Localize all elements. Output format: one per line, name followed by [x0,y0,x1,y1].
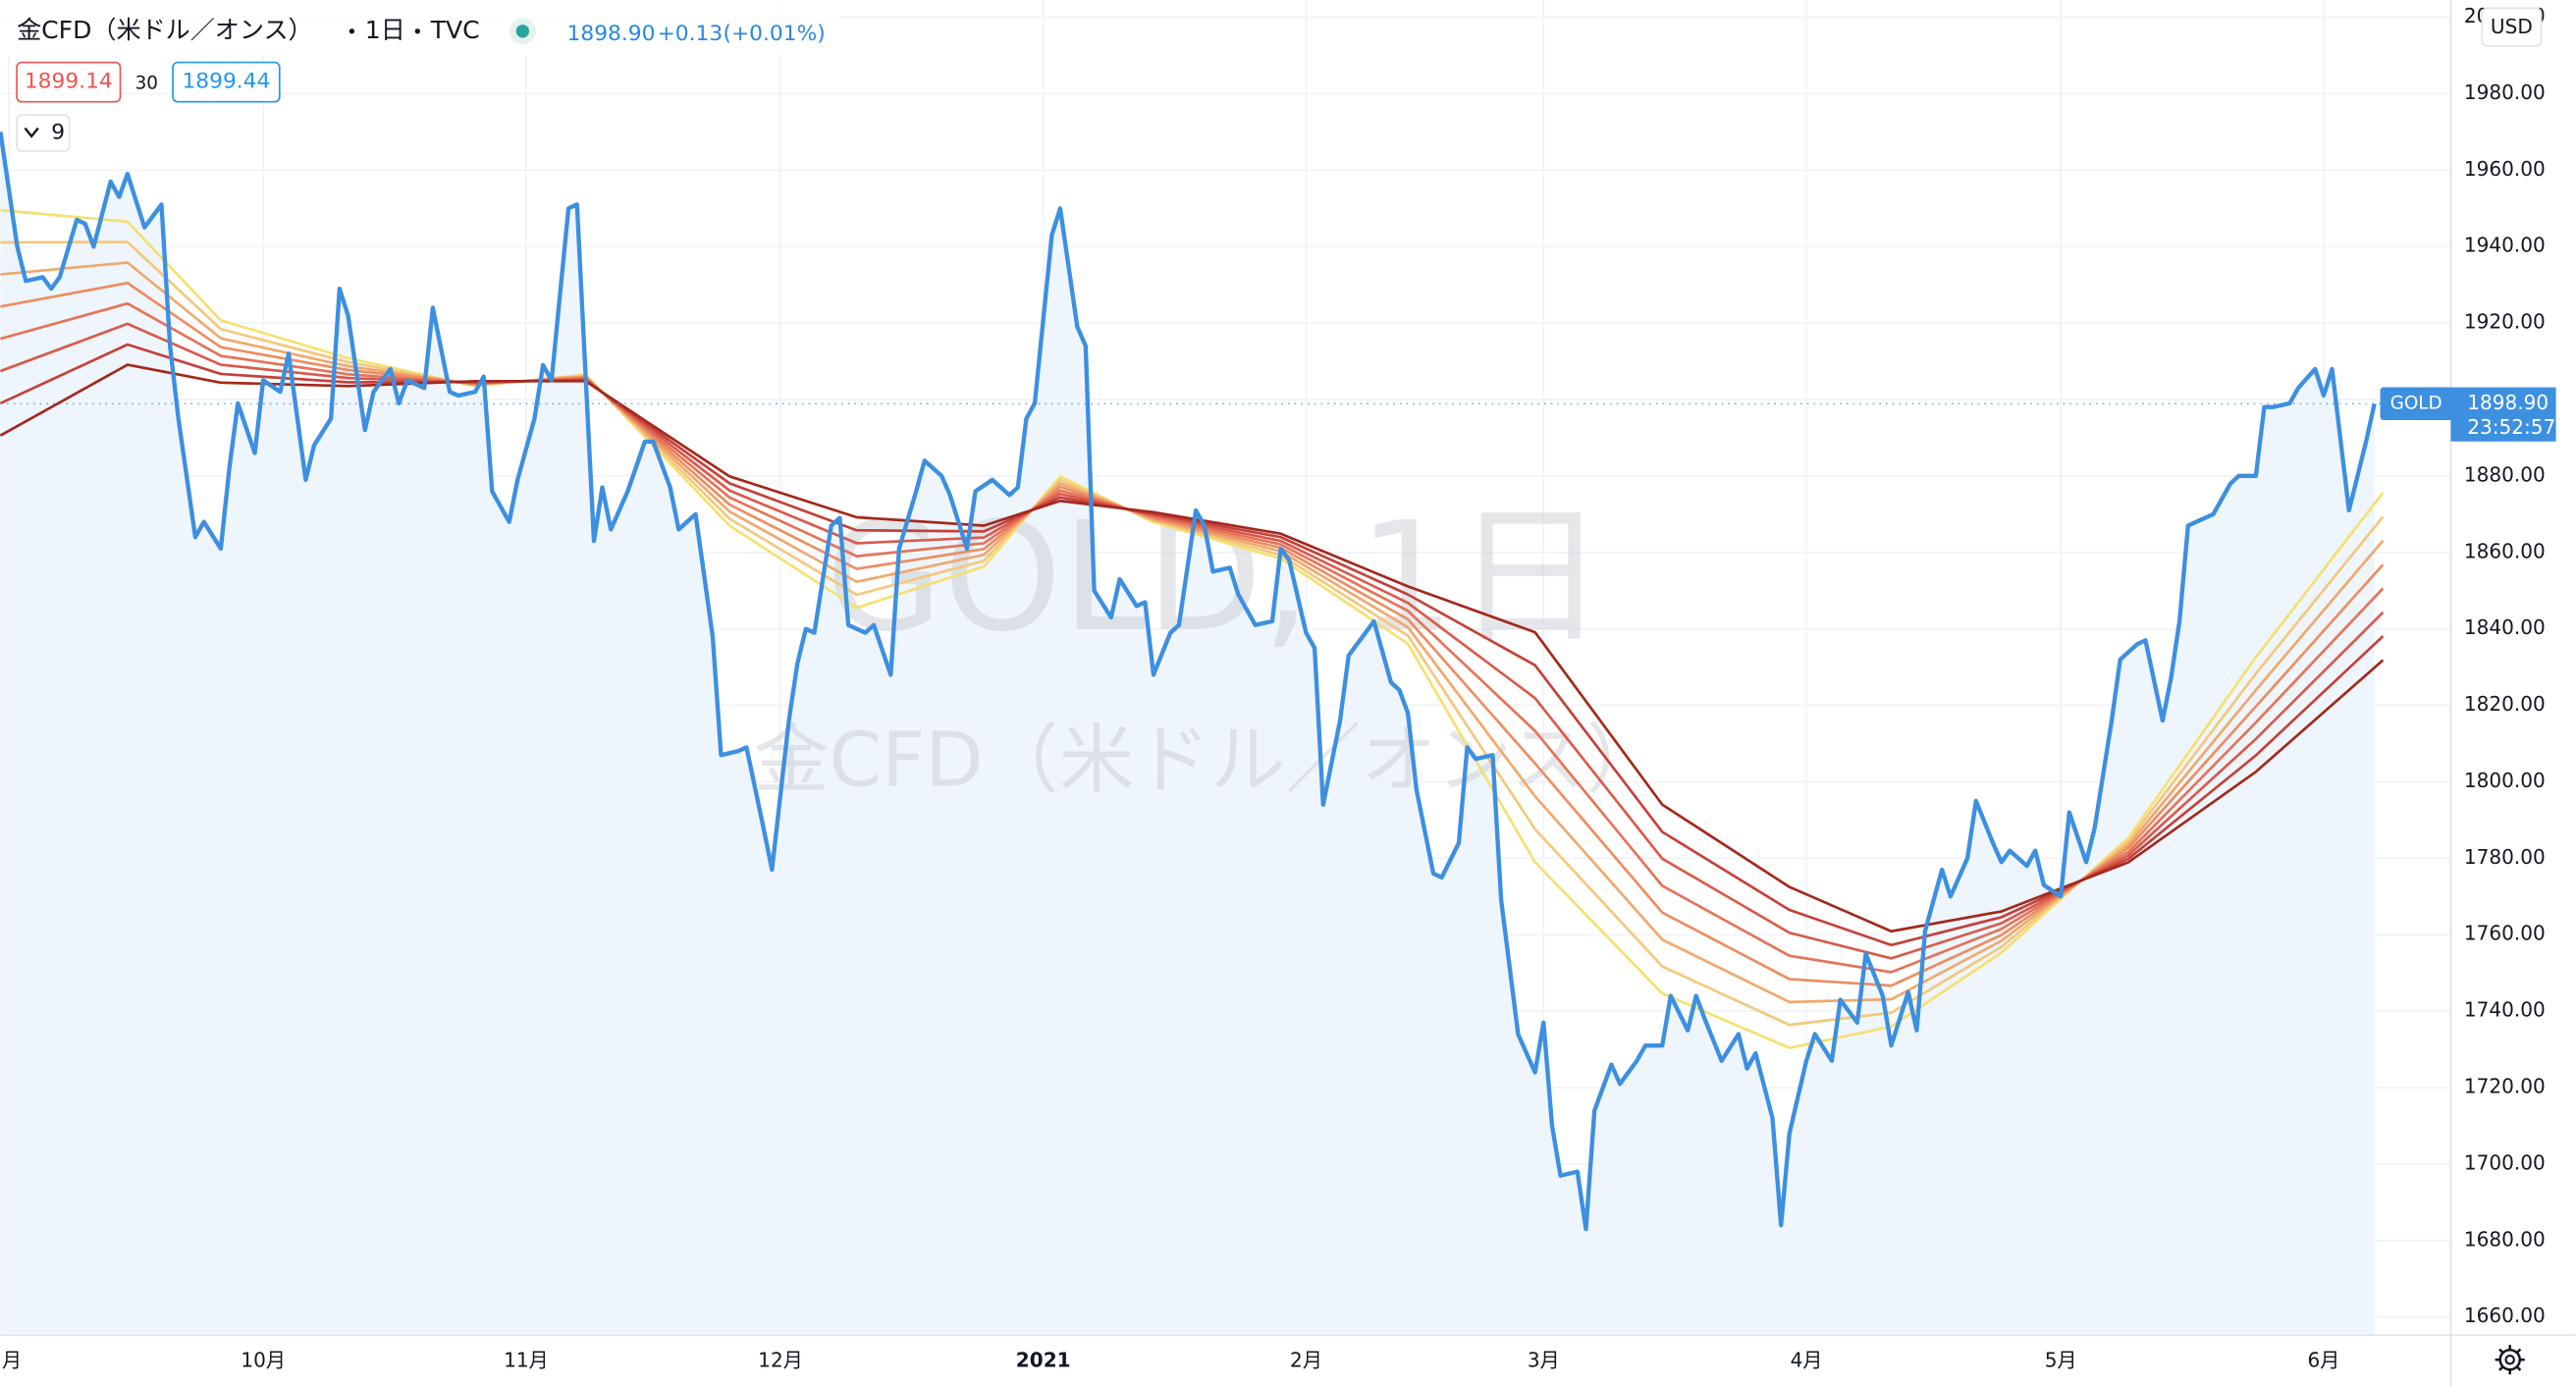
countdown-label: 23:52:57 [2467,415,2555,439]
y-tick-label: 1820.00 [2464,692,2546,716]
gear-teeth [2495,1345,2525,1375]
y-tick-label: 1760.00 [2464,922,2546,945]
change: +0.13 [658,22,724,46]
y-tick-label: 1800.00 [2464,769,2546,792]
x-tick-label: 3月 [1528,1348,1560,1371]
ask-box[interactable] [172,61,281,103]
price-line [0,132,2377,1232]
bid: 1899.14 [25,70,113,94]
chevron-icon [24,127,39,138]
symbol-label-box [2380,387,2453,421]
currency: USD [2491,15,2533,38]
y-tick-label: 1680.00 [2464,1227,2546,1251]
y-tick-label: 1860.00 [2464,539,2546,562]
plot-area [0,0,2451,1334]
y-tick-label: 1840.00 [2464,615,2546,639]
price-label-box [2450,387,2556,442]
y-tick-label: 1740.00 [2464,998,2546,1022]
status-dot [515,25,530,38]
x-tick-label: 月 [2,1348,22,1371]
y-tick-label: 1960.00 [2464,157,2546,181]
price-area [0,132,2375,1334]
ribbon-line [0,343,2385,947]
bid-box[interactable] [16,61,122,103]
header-bg [0,0,838,56]
ask: 1899.44 [182,70,270,94]
separator [349,28,355,34]
currency-box[interactable] [2481,7,2543,47]
y-tick-label: 1880.00 [2464,462,2546,486]
x-tick-label: 12月 [758,1348,803,1371]
x-tick-label: 5月 [2045,1348,2077,1371]
x-tick-label: 11月 [504,1348,549,1371]
exchange: TVC [430,16,480,44]
y-tick-label: 1920.00 [2464,310,2546,334]
x-tick-label: 2021 [1016,1348,1071,1371]
y-tick-label: 1980.00 [2464,80,2546,104]
interval[interactable]: 1日 [365,16,405,44]
ribbon-line [0,363,2385,933]
x-tick-label: 10月 [241,1348,286,1371]
indicator-toggle[interactable] [16,114,71,152]
price-label: 1898.90 [2467,391,2549,414]
y-tick-label: 1940.00 [2464,234,2546,257]
indicator-count: 9 [51,121,65,145]
change-pct: (+0.01%) [723,22,825,46]
x-tick-label: 2月 [1290,1348,1322,1371]
separator [414,28,420,34]
symbol[interactable]: 金CFD（米ドル／オンス） [17,16,313,44]
watermark-subtitle: 金CFD（米ドル／オンス） [753,718,1661,805]
axes: 1660.00 1680.00 1700.00 1720.00 1740.00 1760.… [2,4,2556,1371]
x-tick-label: 4月 [1791,1348,1823,1371]
symbol-label: GOLD [2390,393,2442,413]
y-tick-label: 1660.00 [2464,1304,2546,1327]
gear-hub [2504,1354,2515,1365]
y-tick-label: 1780.00 [2464,845,2546,869]
settings-icon[interactable] [2495,1345,2525,1375]
marks [0,132,2451,1232]
y-tick-label: 1720.00 [2464,1075,2546,1098]
last-price: 1898.90 [567,22,656,46]
x-tick-label: 6月 [2308,1348,2340,1371]
y-tick-label: 1700.00 [2464,1150,2546,1174]
spread: 30 [135,73,158,93]
